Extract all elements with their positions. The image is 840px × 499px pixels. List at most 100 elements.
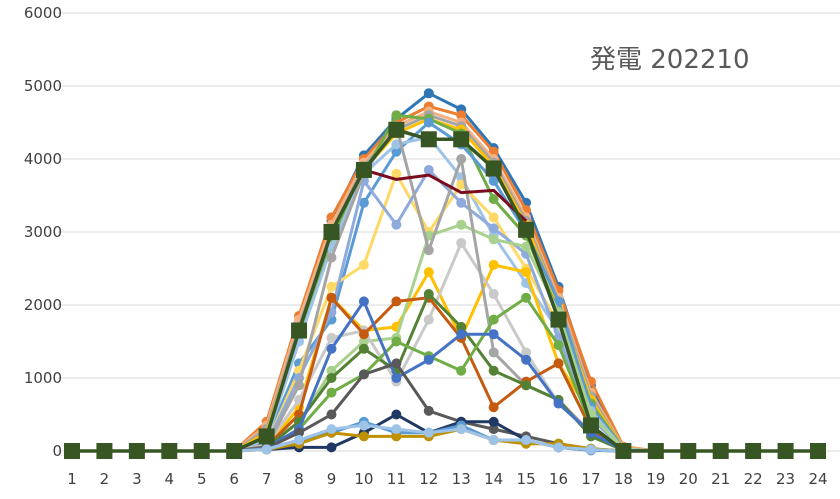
data-point [680, 443, 697, 459]
data-point [291, 322, 308, 339]
series-line [72, 128, 818, 453]
data-point [358, 369, 369, 380]
y-tick-label: 3000 [24, 223, 62, 241]
data-point [358, 336, 369, 347]
data-point [161, 443, 178, 459]
data-point [391, 219, 402, 230]
data-point [326, 424, 337, 435]
x-tick-label: 2 [100, 470, 110, 488]
data-point [358, 329, 369, 340]
x-tick-label: 11 [387, 470, 406, 488]
data-point [391, 358, 402, 369]
data-point [326, 332, 337, 343]
data-point [521, 267, 532, 278]
data-point [810, 443, 826, 459]
series-line [72, 361, 818, 453]
data-point [193, 443, 210, 459]
data-point [391, 409, 402, 420]
data-point [326, 252, 337, 263]
data-point [64, 443, 80, 459]
data-point [521, 347, 532, 358]
data-point [488, 212, 499, 223]
data-point [388, 121, 405, 138]
y-tick-label: 1000 [24, 369, 62, 387]
x-tick-label: 10 [354, 470, 373, 488]
data-point [488, 289, 499, 300]
series-24 [363, 168, 528, 223]
data-point [488, 329, 499, 340]
data-point [488, 402, 499, 413]
x-tick-label: 4 [165, 470, 175, 488]
data-point [391, 431, 402, 442]
data-point [391, 168, 402, 179]
x-tick-label: 1 [67, 470, 77, 488]
data-point [488, 194, 499, 205]
data-point [553, 340, 564, 351]
y-tick-label: 2000 [24, 296, 62, 314]
data-point [456, 365, 467, 376]
data-point [326, 281, 337, 292]
x-tick-label: 5 [197, 470, 207, 488]
x-tick-label: 14 [484, 470, 503, 488]
data-point [326, 343, 337, 354]
data-point [423, 88, 434, 99]
series-layer [64, 88, 826, 459]
data-point [423, 164, 434, 175]
data-point [582, 417, 599, 434]
y-tick-label: 4000 [24, 150, 62, 168]
data-point [128, 443, 145, 459]
data-point [358, 259, 369, 270]
series-line [72, 91, 818, 453]
x-tick-label: 17 [581, 470, 600, 488]
x-tick-label: 15 [517, 470, 536, 488]
data-point [585, 444, 596, 455]
data-point [326, 292, 337, 303]
data-point [258, 428, 275, 445]
data-point [391, 424, 402, 435]
data-point [326, 365, 337, 376]
data-point [358, 431, 369, 442]
x-tick-label: 13 [452, 470, 471, 488]
data-point [456, 237, 467, 248]
data-point [423, 117, 434, 128]
data-point [294, 427, 305, 438]
data-point [521, 435, 532, 446]
data-point [553, 296, 564, 307]
data-point [521, 241, 532, 252]
x-tick-label: 23 [776, 470, 795, 488]
data-point [488, 314, 499, 325]
series-25 [64, 121, 826, 459]
x-tick-label: 16 [549, 470, 568, 488]
data-point [358, 296, 369, 307]
data-point [326, 442, 337, 453]
gridlines [58, 12, 840, 452]
data-point [553, 398, 564, 409]
data-point [456, 219, 467, 230]
x-tick-label: 3 [132, 470, 142, 488]
data-point [358, 197, 369, 208]
x-tick-label: 22 [744, 470, 763, 488]
data-point [777, 443, 794, 459]
x-tick-label: 19 [646, 470, 665, 488]
data-point [553, 442, 564, 453]
data-point [485, 160, 502, 177]
series-19 [67, 358, 823, 456]
data-point [488, 234, 499, 245]
data-point [423, 289, 434, 300]
x-tick-label: 20 [679, 470, 698, 488]
x-tick-label: 12 [419, 470, 438, 488]
y-tick-label: 0 [52, 442, 62, 460]
y-tick-label: 5000 [24, 77, 62, 95]
data-point [391, 373, 402, 383]
series-14 [67, 121, 823, 456]
data-point [521, 354, 532, 365]
data-point [615, 443, 632, 459]
data-point [488, 416, 499, 427]
series-1 [67, 88, 823, 456]
data-point [423, 314, 434, 325]
data-point [391, 336, 402, 347]
data-point [358, 343, 369, 354]
data-point [326, 387, 337, 398]
data-point [456, 321, 467, 332]
